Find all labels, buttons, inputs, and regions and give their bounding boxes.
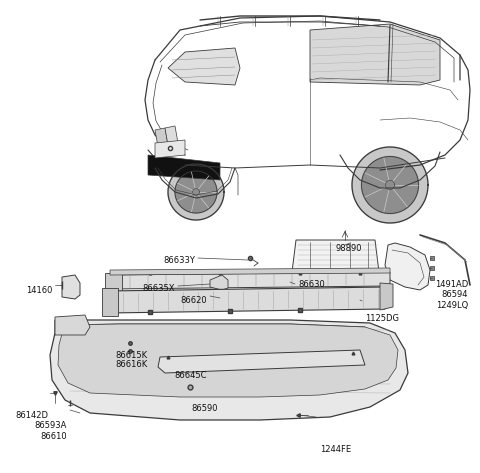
- Text: 86610: 86610: [40, 431, 67, 440]
- Text: 1249LQ: 1249LQ: [436, 300, 468, 309]
- Polygon shape: [168, 48, 240, 85]
- Polygon shape: [385, 243, 430, 290]
- Polygon shape: [108, 287, 385, 313]
- Polygon shape: [62, 275, 80, 299]
- Polygon shape: [55, 315, 90, 335]
- Text: 86615K: 86615K: [116, 350, 148, 359]
- Text: 86620: 86620: [180, 296, 207, 305]
- Text: 86645C: 86645C: [175, 370, 207, 379]
- Polygon shape: [102, 288, 118, 316]
- Text: 86635X: 86635X: [143, 283, 175, 292]
- Text: 14160: 14160: [25, 286, 52, 295]
- Text: 86616K: 86616K: [116, 359, 148, 368]
- Polygon shape: [352, 147, 428, 223]
- Polygon shape: [361, 157, 419, 213]
- Text: 1491AD: 1491AD: [435, 280, 468, 289]
- Text: 98890: 98890: [336, 244, 362, 253]
- Polygon shape: [50, 320, 408, 420]
- Polygon shape: [155, 128, 168, 147]
- Polygon shape: [165, 126, 178, 145]
- Polygon shape: [158, 350, 365, 373]
- Polygon shape: [110, 268, 390, 275]
- Polygon shape: [175, 171, 217, 213]
- Polygon shape: [291, 240, 380, 280]
- Text: 86593A: 86593A: [35, 420, 67, 429]
- Polygon shape: [58, 324, 398, 397]
- Polygon shape: [110, 272, 390, 289]
- Text: 1125DG: 1125DG: [365, 314, 399, 323]
- Polygon shape: [380, 283, 393, 310]
- Polygon shape: [105, 273, 122, 291]
- Text: 86594: 86594: [442, 289, 468, 298]
- Polygon shape: [155, 140, 185, 158]
- Text: 1244FE: 1244FE: [320, 445, 351, 454]
- Polygon shape: [310, 24, 440, 85]
- Polygon shape: [210, 275, 228, 290]
- Text: 86633Y: 86633Y: [163, 255, 195, 264]
- Polygon shape: [168, 164, 224, 220]
- Text: 86590: 86590: [192, 403, 218, 412]
- Polygon shape: [148, 155, 220, 180]
- Text: 86630: 86630: [298, 280, 325, 289]
- Text: 86142D: 86142D: [15, 411, 48, 420]
